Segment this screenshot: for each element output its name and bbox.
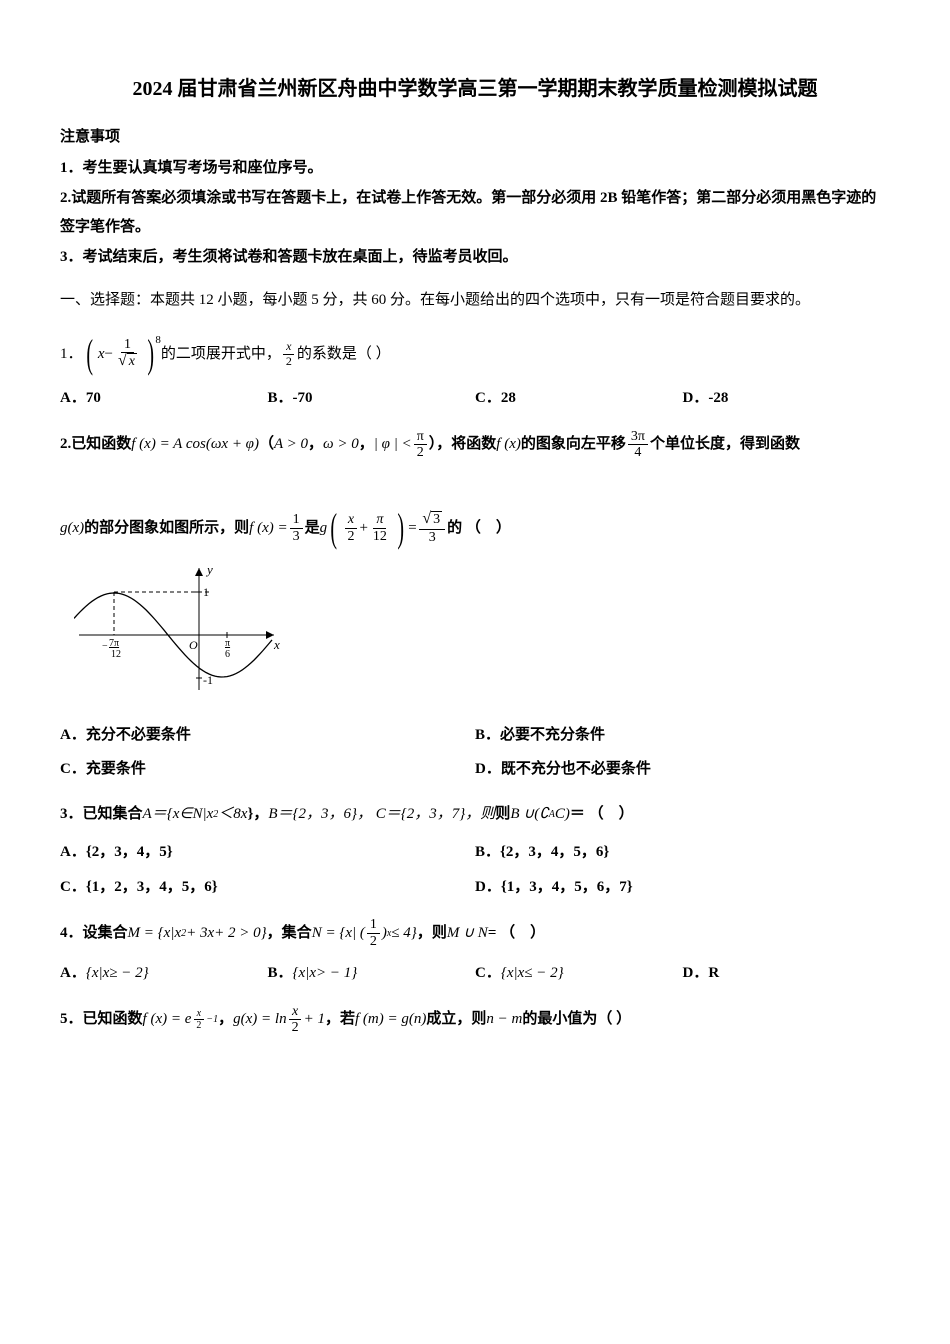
q1-options: A．70 B．-70 C．28 D．-28 <box>60 384 890 413</box>
q2-eq: = <box>407 514 417 543</box>
cosine-graph-svg: y x 1 -1 O −7π12 π6 <box>74 560 284 700</box>
notice-3: 3．考试结束后，考生须将试卷和答题卡放在桌面上，待监考员收回。 <box>60 243 890 272</box>
q2-p2: （ <box>259 430 274 459</box>
q2-g-call: g <box>320 514 328 543</box>
q3-text-a: 已知集合 <box>83 800 143 829</box>
q2-comma1: ， <box>308 430 323 459</box>
q2-gx: g(x) <box>60 514 84 543</box>
q2-fx: f (x) = A cos(ωx + φ) <box>131 430 259 459</box>
notice-2: 2.试题所有答案必须填涂或书写在答题卡上，在试卷上作答无效。第一部分必须用 2B… <box>60 184 890 241</box>
q4-option-d: D．R <box>683 959 891 988</box>
q4-option-a: A． { x | x ≥ − 2} <box>60 959 268 988</box>
svg-text:1: 1 <box>203 585 209 599</box>
svg-text:y: y <box>205 562 213 577</box>
q5-gx: g(x) = ln x 2 + 1 <box>233 1004 325 1036</box>
q2-number: 2. <box>60 430 71 459</box>
svg-text:12: 12 <box>111 649 121 660</box>
svg-text:6: 6 <box>225 649 230 660</box>
svg-text:7π: 7π <box>109 638 119 649</box>
q3-option-c: C．{1，2，3，4，5，6} <box>60 873 475 902</box>
q1-option-d: D．-28 <box>683 384 891 413</box>
q2-p5: 个单位长度，得到函数 <box>650 430 800 459</box>
question-1: 1． ( x − 1 √x ) 8 的二项展开式中， x 2 的系数是（ ） <box>60 334 391 374</box>
q2-option-b: B．必要不充分条件 <box>475 721 890 750</box>
q1-option-b: B．-70 <box>268 384 476 413</box>
svg-text:O: O <box>189 638 198 652</box>
q3-number: 3． <box>60 800 83 829</box>
question-4: 4． 设集合 M = { x | x 2 + 3 x + 2 > 0} ，集合 … <box>60 917 545 949</box>
q3-options-row1: A．{2，3，4，5} B．{2，3，4，5，6} <box>60 838 890 867</box>
q1-option-a: A．70 <box>60 384 268 413</box>
q2-p7: 是 <box>305 514 320 543</box>
q1-sqrt-rad: x <box>127 353 137 371</box>
q4-half: 1 2 <box>367 917 380 949</box>
section-i-heading: 一、选择题：本题共 12 小题，每小题 5 分，共 60 分。在每小题给出的四个… <box>60 286 890 315</box>
q2-fx13-lhs: f (x) = <box>249 514 287 543</box>
q2-options-row2: C．充要条件 D．既不充分也不必要条件 <box>60 755 890 784</box>
q1-tail: 的系数是（ ） <box>297 340 391 369</box>
q3-option-d: D．{1，3，4，5，6，7} <box>475 873 890 902</box>
q1-option-c: C．28 <box>475 384 683 413</box>
q1-xsquared-term: x 2 <box>283 340 295 367</box>
q1-paren-expr: ( x − 1 √x ) 8 <box>83 334 161 374</box>
q2-option-a: A．充分不必要条件 <box>60 721 475 750</box>
q2-agt0: A > 0 <box>274 430 308 459</box>
q2-wgt0: ω > 0 <box>323 430 359 459</box>
svg-text:−: − <box>102 641 108 652</box>
q2-p4: 的图象向左平移 <box>521 430 626 459</box>
q5-fx: f (x) = e x 2 −1 <box>143 1005 219 1034</box>
q1-frac-num: 1 <box>121 337 134 353</box>
question-2-line1: 2. 已知函数 f (x) = A cos(ωx + φ) （ A > 0 ， … <box>60 429 800 461</box>
notice-heading: 注意事项 <box>60 123 890 152</box>
q2-pi-over-2: π 2 <box>414 429 427 461</box>
q2-p3: ），将函数 <box>429 430 497 459</box>
q4-option-b: B． { x | x > − 1} <box>268 959 476 988</box>
q2-graph: y x 1 -1 O −7π12 π6 <box>74 560 890 711</box>
q2-comma2: ， <box>359 430 374 459</box>
q2-p6: 的部分图象如图所示，则 <box>84 514 249 543</box>
q2-sqrt3-over-3: √3 3 <box>419 511 445 545</box>
svg-text:x: x <box>273 637 280 652</box>
q2-option-c: C．充要条件 <box>60 755 475 784</box>
q2-one-third: 1 3 <box>290 512 303 544</box>
question-5: 5． 已知函数 f (x) = e x 2 −1 ， g(x) = ln x 2… <box>60 1004 631 1036</box>
question-2-line2: g(x) 的部分图象如图所示，则 f (x) = 1 3 是 g ( x 2 +… <box>60 508 511 548</box>
page-title: 2024 届甘肃省兰州新区舟曲中学数学高三第一学期期末教学质量检测模拟试题 <box>60 70 890 108</box>
q1-number: 1． <box>60 340 83 369</box>
q2-3pi-over-4: 3π 4 <box>628 429 648 461</box>
q2-p9: 的 （ ） <box>447 514 511 543</box>
q4-number: 4． <box>60 919 83 948</box>
q1-mid: 的二项展开式中， <box>161 340 281 369</box>
notice-1: 1．考生要认真填写考场号和座位序号。 <box>60 154 890 183</box>
q5-number: 5． <box>60 1005 83 1034</box>
q2-options-row1: A．充分不必要条件 B．必要不充分条件 <box>60 721 890 750</box>
q2-absphi: | φ | < <box>374 430 412 459</box>
q2-option-d: D．既不充分也不必要条件 <box>475 755 890 784</box>
q2-g-arg: ( x 2 + π 12 ) <box>327 508 407 548</box>
q3-option-b: B．{2，3，4，5，6} <box>475 838 890 867</box>
svg-text:π: π <box>225 638 230 649</box>
q2-p1: 已知函数 <box>71 430 131 459</box>
q3-option-a: A．{2，3，4，5} <box>60 838 475 867</box>
question-3: 3． 已知集合 A＝{ x ∈ N | x 2 ＜8 x }， B＝{2，3，6… <box>60 800 634 829</box>
q3-options-row2: C．{1，2，3，4，5，6} D．{1，3，4，5，6，7} <box>60 873 890 902</box>
q2-fx-plain: f (x) <box>496 430 521 459</box>
svg-text:-1: -1 <box>203 673 213 687</box>
q4-option-c: C． { x | x ≤ − 2} <box>475 959 683 988</box>
q4-options: A． { x | x ≥ − 2} B． { x | x > − 1} C． {… <box>60 959 890 988</box>
